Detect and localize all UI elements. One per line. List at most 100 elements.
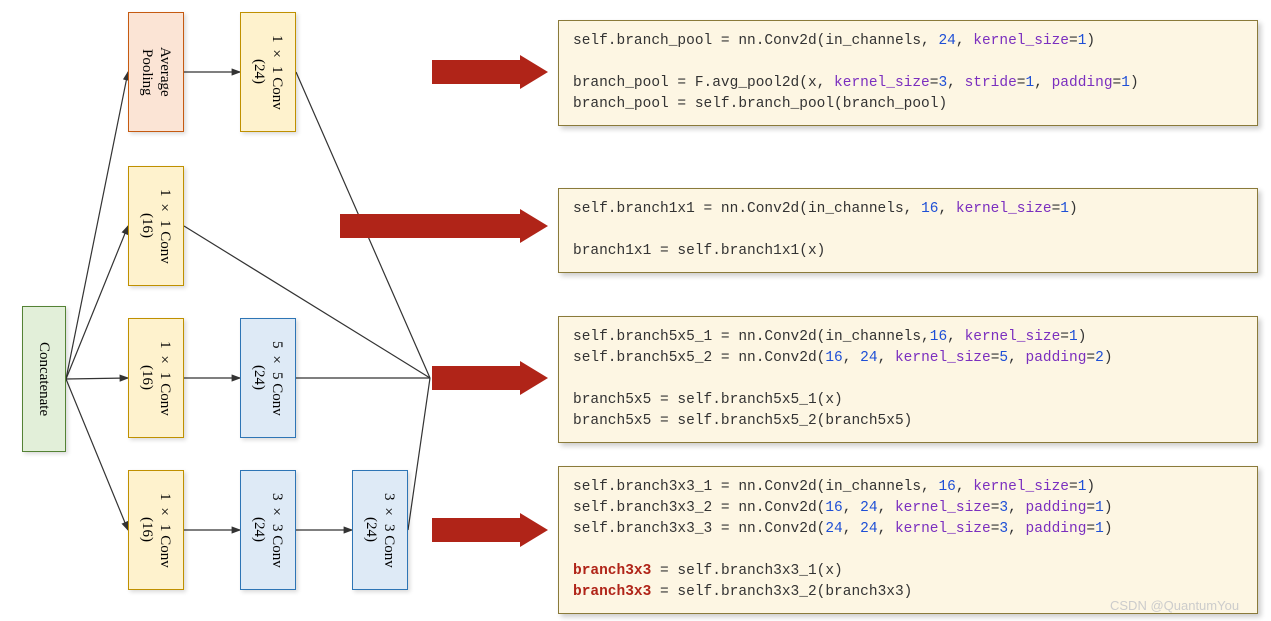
code-number: 16 xyxy=(938,479,955,495)
edge-concat-avgpool xyxy=(66,72,128,379)
code-param: padding xyxy=(1052,75,1113,91)
code-number: 3 xyxy=(999,521,1008,537)
node-label: 3 × 3 Conv (24) xyxy=(250,493,286,568)
code-line: branch_pool = F.avg_pool2d(x, kernel_siz… xyxy=(573,73,1243,94)
code-text: = xyxy=(1052,201,1061,217)
code-text: branch5x5 = self.branch5x5_1(x) xyxy=(573,392,843,408)
code-number: 3 xyxy=(999,500,1008,516)
node-label: 1 × 1 Conv (16) xyxy=(138,493,174,568)
code-text: = xyxy=(1060,329,1069,345)
code-param: padding xyxy=(1026,350,1087,366)
node-concat: Concatenate xyxy=(22,306,66,452)
code-number: 24 xyxy=(938,33,955,49)
watermark-text: CSDN @QuantumYou xyxy=(1110,598,1239,613)
code-text: , xyxy=(1008,350,1025,366)
node-label: Average Pooling xyxy=(138,47,174,97)
code-number: 1 xyxy=(1095,521,1104,537)
edge-concat-conv1_r4 xyxy=(66,379,128,530)
code-line: branch3x3 = self.branch3x3_1(x) xyxy=(573,561,1243,582)
code-bold: branch3x3 xyxy=(573,584,651,600)
node-conv5_r3: 5 × 5 Conv (24) xyxy=(240,318,296,438)
code-param: kernel_size xyxy=(895,500,991,516)
code-number: 1 xyxy=(1069,329,1078,345)
code-text: self.branch5x5_2 = nn.Conv2d( xyxy=(573,350,825,366)
code-line: self.branch3x3_3 = nn.Conv2d(24, 24, ker… xyxy=(573,519,1243,540)
code-line: self.branch5x5_1 = nn.Conv2d(in_channels… xyxy=(573,327,1243,348)
node-label: 5 × 5 Conv (24) xyxy=(250,341,286,416)
edge-concat-conv1_r2 xyxy=(66,226,128,379)
code-text: ) xyxy=(1104,500,1113,516)
code-line: self.branch_pool = nn.Conv2d(in_channels… xyxy=(573,31,1243,52)
code-number: 1 xyxy=(1095,500,1104,516)
code-text: self.branch1x1 = nn.Conv2d(in_channels, xyxy=(573,201,921,217)
code-text: = self.branch3x3_2(branch3x3) xyxy=(651,584,912,600)
node-label: 1 × 1 Conv (16) xyxy=(138,341,174,416)
code-text: self.branch3x3_1 = nn.Conv2d(in_channels… xyxy=(573,479,938,495)
code-text: = xyxy=(1069,33,1078,49)
node-conv1_r4: 1 × 1 Conv (16) xyxy=(128,470,184,590)
code-text: , xyxy=(1034,75,1051,91)
code-text: branch_pool = self.branch_pool(branch_po… xyxy=(573,96,947,112)
converge-line-conv1_r1 xyxy=(296,72,430,378)
code-number: 3 xyxy=(938,75,947,91)
node-conv3a_r4: 3 × 3 Conv (24) xyxy=(240,470,296,590)
code-text: = self.branch3x3_1(x) xyxy=(651,563,842,579)
code-line: self.branch3x3_2 = nn.Conv2d(16, 24, ker… xyxy=(573,498,1243,519)
code-line: branch_pool = self.branch_pool(branch_po… xyxy=(573,94,1243,115)
node-conv3b_r4: 3 × 3 Conv (24) xyxy=(352,470,408,590)
edge-concat-conv1_r3 xyxy=(66,378,128,379)
code-line: branch1x1 = self.branch1x1(x) xyxy=(573,241,1243,262)
code-number: 5 xyxy=(999,350,1008,366)
code-line: branch5x5 = self.branch5x5_1(x) xyxy=(573,390,1243,411)
code-text: ) xyxy=(1130,75,1139,91)
code-param: kernel_size xyxy=(895,350,991,366)
code-text: , xyxy=(947,329,964,345)
code-text: = xyxy=(1086,521,1095,537)
codebox-box2: self.branch1x1 = nn.Conv2d(in_channels, … xyxy=(558,188,1258,273)
code-text: , xyxy=(843,350,860,366)
code-text: self.branch5x5_1 = nn.Conv2d(in_channels… xyxy=(573,329,930,345)
node-label: 1 × 1 Conv (24) xyxy=(250,35,286,110)
node-conv1_r1: 1 × 1 Conv (24) xyxy=(240,12,296,132)
codebox-box3: self.branch5x5_1 = nn.Conv2d(in_channels… xyxy=(558,316,1258,443)
node-avgpool: Average Pooling xyxy=(128,12,184,132)
code-text: self.branch3x3_3 = nn.Conv2d( xyxy=(573,521,825,537)
code-text: = xyxy=(1017,75,1026,91)
code-text: branch5x5 = self.branch5x5_2(branch5x5) xyxy=(573,413,912,429)
code-text: , xyxy=(878,500,895,516)
code-text: = xyxy=(1113,75,1122,91)
code-text: , xyxy=(843,500,860,516)
code-number: 16 xyxy=(921,201,938,217)
code-param: kernel_size xyxy=(895,521,991,537)
code-text: , xyxy=(947,75,964,91)
code-number: 16 xyxy=(825,500,842,516)
code-text: branch_pool = F.avg_pool2d(x, xyxy=(573,75,834,91)
code-param: kernel_size xyxy=(973,479,1069,495)
codebox-box1: self.branch_pool = nn.Conv2d(in_channels… xyxy=(558,20,1258,126)
code-line: branch5x5 = self.branch5x5_2(branch5x5) xyxy=(573,411,1243,432)
code-text: ) xyxy=(1104,521,1113,537)
code-number: 24 xyxy=(825,521,842,537)
code-number: 24 xyxy=(860,350,877,366)
code-text: , xyxy=(878,521,895,537)
code-param: padding xyxy=(1026,500,1087,516)
code-text: , xyxy=(843,521,860,537)
code-text: self.branch3x3_2 = nn.Conv2d( xyxy=(573,500,825,516)
node-conv1_r2: 1 × 1 Conv (16) xyxy=(128,166,184,286)
code-number: 1 xyxy=(1121,75,1130,91)
code-number: 24 xyxy=(860,521,877,537)
code-text: ) xyxy=(1086,33,1095,49)
node-conv1_r3: 1 × 1 Conv (16) xyxy=(128,318,184,438)
code-param: stride xyxy=(965,75,1017,91)
code-text: ) xyxy=(1104,350,1113,366)
red-arrow xyxy=(432,513,548,547)
code-number: 16 xyxy=(930,329,947,345)
node-label: 3 × 3 Conv (24) xyxy=(362,493,398,568)
code-param: kernel_size xyxy=(834,75,930,91)
red-arrow xyxy=(432,55,548,89)
code-text: , xyxy=(878,350,895,366)
code-param: padding xyxy=(1026,521,1087,537)
code-line xyxy=(573,369,1243,390)
red-arrow xyxy=(340,209,548,243)
code-param: kernel_size xyxy=(956,201,1052,217)
